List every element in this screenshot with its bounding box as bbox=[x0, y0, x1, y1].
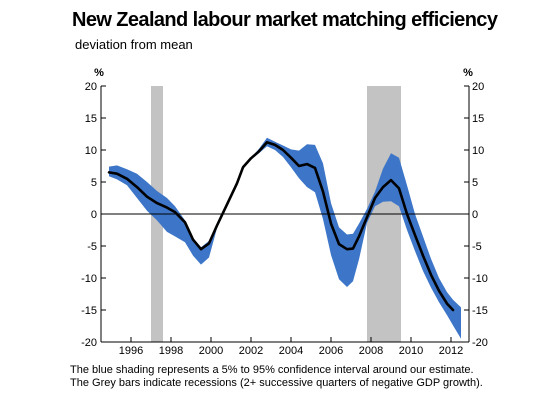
y-tick-label-left--20: -20 bbox=[81, 337, 97, 349]
x-tick-label-2012: 2012 bbox=[439, 345, 463, 357]
y-tick-label-left--10: -10 bbox=[81, 273, 97, 285]
y-tick-label-left-20: 20 bbox=[85, 81, 97, 93]
estimate-line bbox=[107, 141, 455, 312]
y-tick-label-right--15: -15 bbox=[472, 305, 488, 317]
y-tick-label-right-0: 0 bbox=[472, 209, 478, 221]
y-tick-label-right-10: 10 bbox=[472, 145, 484, 157]
y-unit-right: % bbox=[463, 67, 473, 79]
confidence-band bbox=[109, 137, 461, 339]
x-tick-label-2002: 2002 bbox=[239, 345, 263, 357]
y-tick-label-left--5: -5 bbox=[87, 241, 97, 253]
x-ticks: 1996 1998 2000 2002 2004 2006 2008 2010 2012 bbox=[119, 337, 463, 357]
footnote-line-2: The Grey bars indicate recessions (2+ su… bbox=[70, 377, 483, 389]
y-tick-label-right--5: -5 bbox=[472, 241, 482, 253]
y-tick-label-right-5: 5 bbox=[472, 177, 478, 189]
x-tick-label-2004: 2004 bbox=[279, 345, 303, 357]
x-tick-label-1998: 1998 bbox=[159, 345, 183, 357]
y-tick-label-right--10: -10 bbox=[472, 273, 488, 285]
x-tick-label-1996: 1996 bbox=[119, 345, 143, 357]
footnote-line-1: The blue shading represents a 5% to 95% … bbox=[70, 364, 474, 376]
chart-title: New Zealand labour market matching effic… bbox=[72, 9, 498, 31]
y-tick-label-left-5: 5 bbox=[91, 177, 97, 189]
y-tick-label-right-20: 20 bbox=[472, 81, 484, 93]
chart-subtitle: deviation from mean bbox=[75, 37, 193, 52]
y-ticks: 20 20 15 15 10 10 5 5 0 0 -5 -5 -10 -10 -15 -15 -20 -20 bbox=[81, 81, 488, 349]
x-tick-label-2010: 2010 bbox=[399, 345, 423, 357]
y-unit-left: % bbox=[94, 67, 104, 79]
x-tick-label-2006: 2006 bbox=[319, 345, 343, 357]
y-tick-label-left--15: -15 bbox=[81, 305, 97, 317]
confidence-band-area bbox=[109, 137, 461, 339]
y-tick-label-right--20: -20 bbox=[472, 337, 488, 349]
y-tick-label-right-15: 15 bbox=[472, 113, 484, 125]
y-tick-label-left-15: 15 bbox=[85, 113, 97, 125]
y-tick-label-left-10: 10 bbox=[85, 145, 97, 157]
footnote: The blue shading represents a 5% to 95% … bbox=[70, 364, 483, 390]
estimate-line-group bbox=[107, 141, 455, 312]
x-tick-label-2000: 2000 bbox=[199, 345, 223, 357]
y-tick-label-left-0: 0 bbox=[91, 209, 97, 221]
x-tick-label-2008: 2008 bbox=[359, 345, 383, 357]
